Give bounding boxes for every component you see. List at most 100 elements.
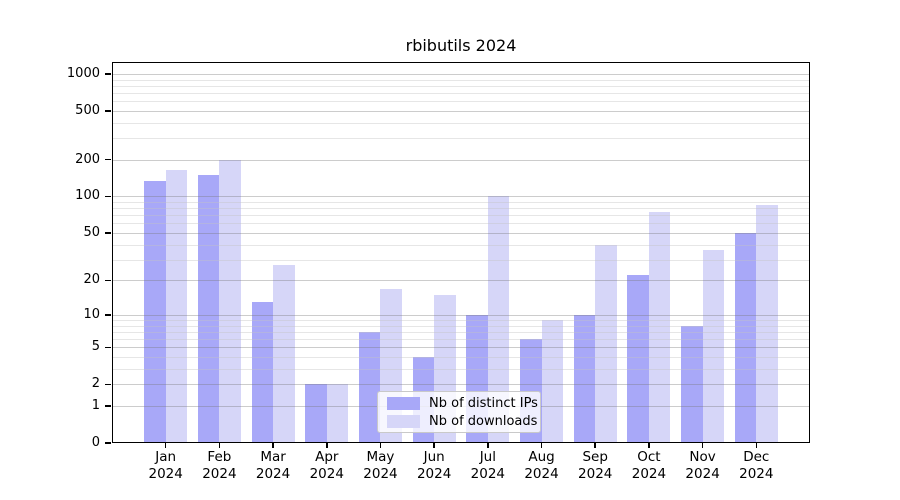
bar-downloads-aug — [541, 319, 564, 443]
x-tick-label: Jan 2024 — [148, 449, 183, 482]
legend-item-distinct-ips: Nb of distinct IPs — [387, 396, 540, 411]
gridline-minor — [112, 357, 810, 359]
y-tick-label: 10 — [83, 306, 100, 322]
y-tick-label: 50 — [83, 224, 100, 240]
y-tick-label: 1 — [91, 397, 100, 413]
gridline-minor — [112, 79, 810, 81]
y-tick — [104, 195, 111, 198]
bar-downloads-dec — [756, 205, 778, 443]
chart-title: rbibutils 2024 — [405, 36, 517, 55]
gridline-minor — [112, 215, 810, 217]
y-tick — [104, 279, 111, 282]
gridline-minor — [112, 339, 810, 341]
x-tick — [755, 443, 758, 448]
x-tick — [540, 443, 543, 448]
x-tick — [487, 443, 489, 448]
gridline-major — [112, 280, 810, 282]
legend-label-downloads: Nb of downloads — [429, 413, 538, 429]
bar-distinct-ips-dec — [734, 232, 757, 443]
bar-distinct-ips-apr — [305, 384, 327, 443]
y-tick — [104, 314, 111, 316]
legend-label-distinct-ips: Nb of distinct IPs — [429, 395, 538, 411]
x-tick-label: Mar 2024 — [255, 449, 291, 482]
y-tick-label: 2 — [91, 376, 100, 392]
bar-downloads-mar — [273, 264, 295, 443]
gridline-minor — [112, 122, 810, 124]
bar-downloads-oct — [648, 211, 671, 443]
gridline-major — [112, 314, 810, 316]
gridline-minor — [112, 92, 810, 94]
bar-downloads-apr — [326, 384, 349, 443]
x-tick-label: Nov 2024 — [685, 449, 720, 482]
x-tick — [648, 443, 650, 448]
y-tick — [104, 405, 111, 407]
gridline-minor — [112, 368, 810, 370]
y-tick — [104, 232, 111, 234]
y-tick — [104, 346, 111, 349]
x-tick-label: Sep 2024 — [578, 449, 613, 482]
bar-distinct-ips-nov — [681, 325, 703, 443]
gridline-major — [112, 196, 810, 198]
gridline-major — [112, 110, 810, 112]
x-tick-label: Apr 2024 — [309, 449, 344, 482]
y-tick-label: 1000 — [66, 65, 100, 81]
gridline-minor — [112, 319, 810, 321]
x-tick — [164, 443, 167, 448]
x-tick — [594, 443, 596, 448]
gridline-minor — [112, 85, 810, 87]
bar-distinct-ips-jan — [144, 181, 166, 443]
bar-downloads-feb — [219, 159, 241, 443]
legend-swatch-downloads — [387, 414, 420, 428]
gridline-major — [112, 384, 810, 386]
x-tick — [379, 443, 382, 448]
gridline-minor — [112, 259, 810, 261]
x-tick-label: May 2024 — [363, 449, 398, 482]
bar-downloads-sep — [595, 244, 617, 443]
legend-swatch-distinct-ips — [387, 396, 420, 410]
gridline-minor — [112, 208, 810, 210]
bar-distinct-ips-mar — [251, 302, 274, 443]
x-tick-label: Jun 2024 — [416, 449, 452, 482]
bar-distinct-ips-sep — [573, 314, 596, 443]
gridline-major — [112, 73, 810, 75]
bar-distinct-ips-feb — [197, 174, 220, 443]
x-tick — [218, 443, 221, 448]
legend-item-downloads: Nb of downloads — [387, 414, 540, 429]
gridline-minor — [112, 202, 810, 203]
bar-downloads-nov — [702, 250, 725, 443]
y-tick-label: 100 — [75, 188, 100, 204]
x-tick — [701, 443, 704, 448]
legend: Nb of distinct IPs Nb of downloads — [377, 391, 541, 433]
bar-distinct-ips-oct — [627, 275, 649, 443]
y-tick — [104, 383, 111, 386]
x-tick-label: Feb 2024 — [202, 449, 237, 482]
gridline-major — [112, 159, 810, 161]
y-tick — [104, 73, 111, 75]
x-tick-label: Dec 2024 — [739, 449, 774, 482]
gridline-minor — [112, 223, 810, 225]
gridline-minor — [112, 244, 810, 246]
y-tick-label: 5 — [91, 339, 100, 355]
x-tick — [272, 443, 274, 448]
y-tick-label: 0 — [91, 435, 100, 450]
x-tick — [326, 443, 328, 448]
x-tick-label: Jul 2024 — [470, 449, 506, 482]
plot-area: Nb of distinct IPs Nb of downloads — [112, 62, 810, 443]
gridline-major — [112, 347, 810, 349]
x-tick-label: Oct 2024 — [631, 449, 667, 482]
bar-downloads-jan — [165, 169, 188, 443]
y-tick-label: 20 — [83, 272, 100, 288]
x-tick — [433, 443, 435, 448]
gridline-minor — [112, 101, 810, 103]
gridline-major — [112, 232, 810, 234]
y-tick — [104, 110, 111, 112]
x-tick-label: Aug 2024 — [524, 449, 559, 482]
y-tick-label: 500 — [75, 102, 100, 118]
y-tick — [104, 442, 111, 444]
gridline-minor — [112, 138, 810, 140]
y-tick-label: 200 — [75, 151, 100, 167]
y-tick — [104, 158, 111, 161]
bar-downloads-jul — [487, 196, 510, 443]
gridline-minor — [112, 331, 810, 333]
